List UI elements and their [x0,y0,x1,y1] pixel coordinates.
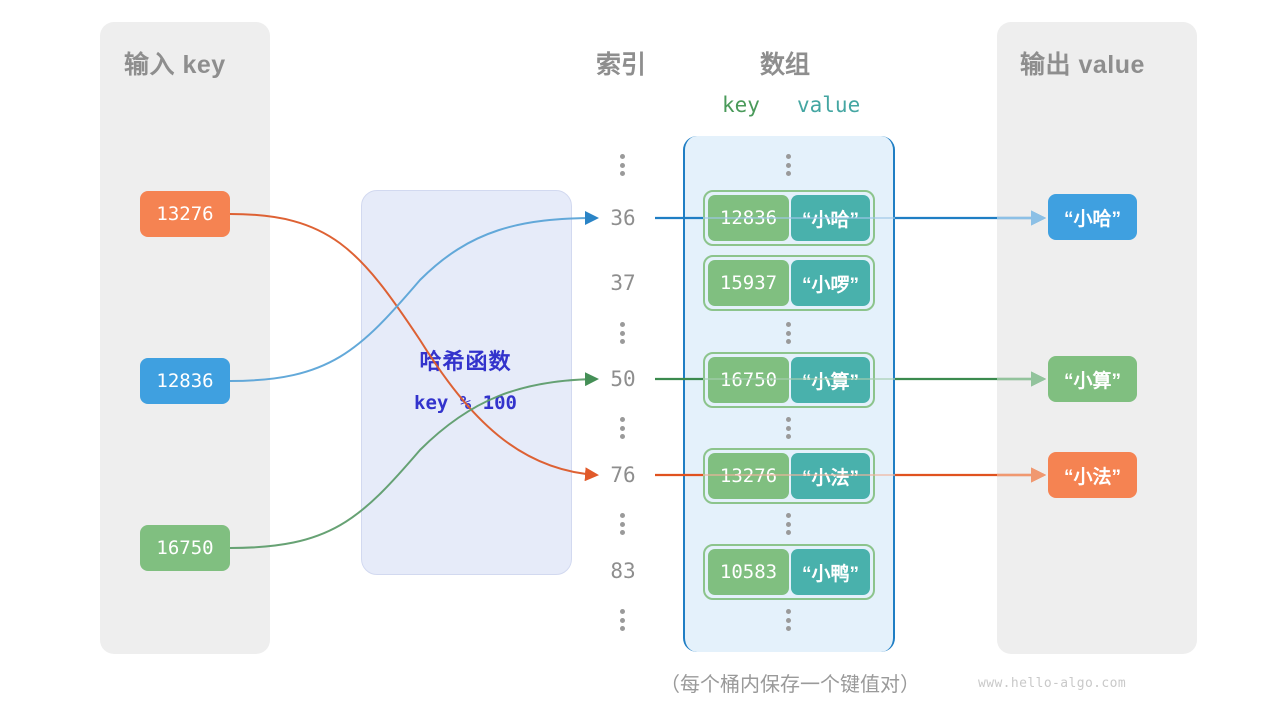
bucket: 10583 “小鸭” [703,544,875,600]
bucket-ellipsis [786,417,792,439]
bucket-value-header: value [797,93,861,117]
bucket: 15937 “小啰” [703,255,875,311]
output-value-chip: “小哈” [1048,194,1137,240]
index-label: 83 [610,559,636,583]
index-ellipsis [620,609,626,631]
index-ellipsis [620,513,626,535]
bucket-key: 16750 [708,357,789,403]
index-ellipsis [620,322,626,344]
input-panel-title: 输入 key [124,51,226,79]
output-value-panel [997,22,1197,654]
bucket-ellipsis [786,609,792,631]
bucket-value: “小啰” [790,260,870,306]
bucket-key-header: key [722,93,760,117]
index-label: 50 [610,367,636,391]
bucket-key: 10583 [708,549,789,595]
hash-function-title: 哈希函数 [419,349,512,374]
index-label: 37 [610,271,636,295]
input-key-chip: 12836 [140,358,230,404]
bucket-value: “小哈” [790,195,870,241]
bucket-ellipsis [786,322,792,344]
diagram-caption: （每个桶内保存一个键值对） [660,674,920,696]
bucket: 12836 “小哈” [703,190,875,246]
bucket-ellipsis [786,513,792,535]
bucket-value: “小算” [790,357,870,403]
bucket-value: “小鸭” [790,549,870,595]
bucket: 16750 “小算” [703,352,875,408]
index-ellipsis [620,154,626,176]
bucket-value: “小法” [790,453,870,499]
index-label: 76 [610,463,636,487]
bucket: 13276 “小法” [703,448,875,504]
index-column-header: 索引 [596,51,647,79]
output-panel-title: 输出 value [1020,51,1145,79]
input-key-chip: 16750 [140,525,230,571]
bucket-ellipsis [786,154,792,176]
hash-function-expression: key % 100 [414,392,517,414]
array-column-header: 数组 [760,51,811,79]
bucket-key: 15937 [708,260,789,306]
input-key-chip: 13276 [140,191,230,237]
bucket-key: 12836 [708,195,789,241]
bucket-key: 13276 [708,453,789,499]
output-value-chip: “小算” [1048,356,1137,402]
hash-function-box [361,190,572,575]
index-label: 36 [610,206,636,230]
output-value-chip: “小法” [1048,452,1137,498]
index-ellipsis [620,417,626,439]
watermark: www.hello-algo.com [978,676,1127,691]
